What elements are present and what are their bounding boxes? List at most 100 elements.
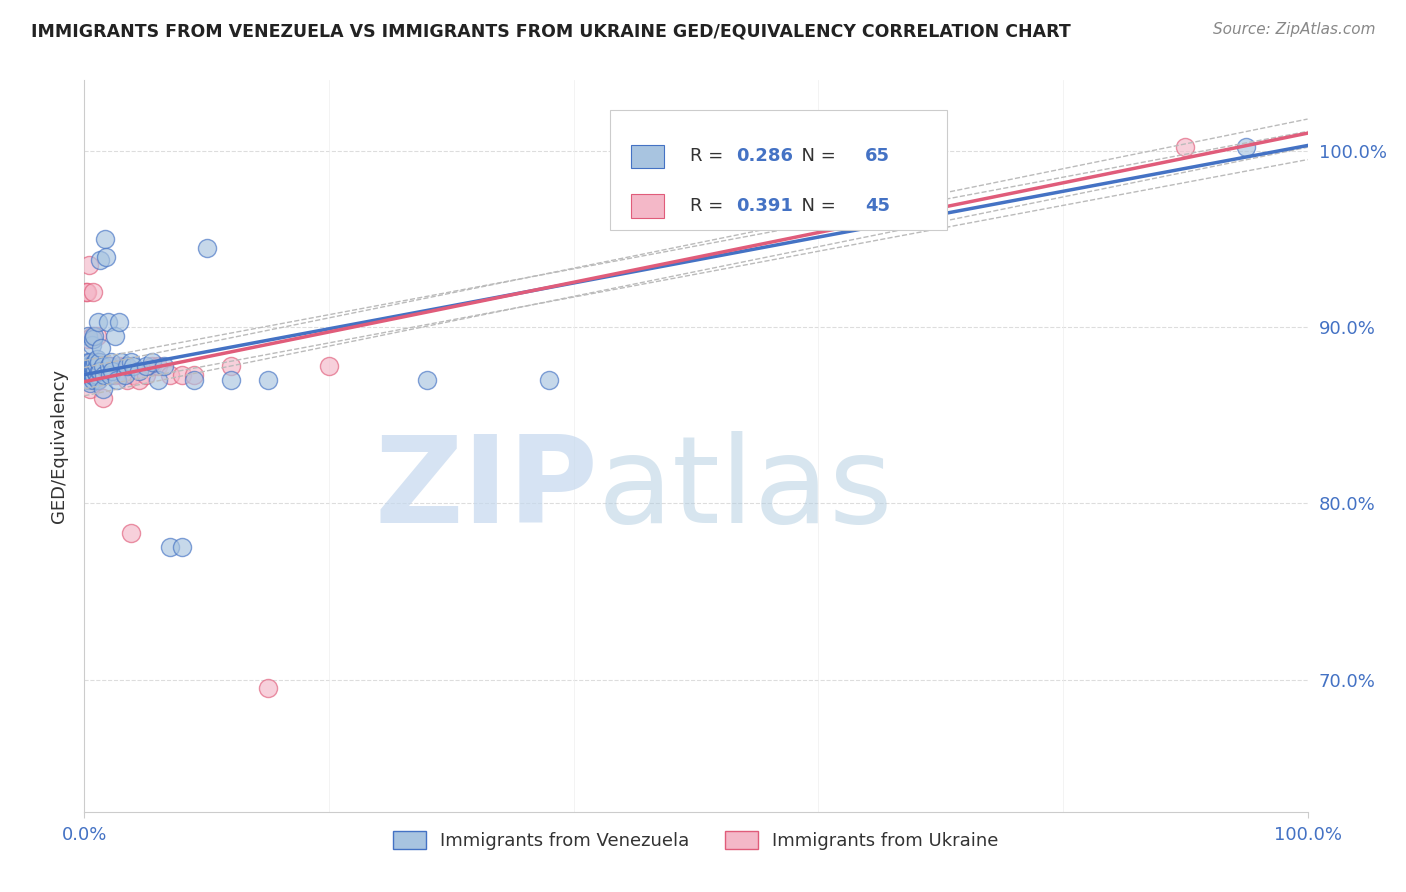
Point: [79, 364, 101, 378]
Point: [97, 315, 120, 329]
Point: [77, 359, 100, 373]
Point: [87, 355, 110, 369]
Point: [91, 382, 114, 396]
Point: [135, 368, 157, 382]
Point: [75, 359, 97, 373]
Point: [77, 355, 100, 369]
Point: [135, 359, 157, 373]
Point: [76, 359, 98, 373]
Point: [257, 681, 280, 696]
Point: [77, 368, 100, 382]
Point: [122, 359, 145, 373]
Point: [120, 526, 142, 541]
Point: [104, 368, 127, 382]
Point: [115, 359, 138, 373]
Point: [79, 355, 101, 369]
Point: [128, 373, 150, 387]
Point: [87, 373, 110, 387]
Point: [159, 368, 181, 382]
Text: 0.286: 0.286: [737, 147, 793, 165]
Point: [86, 368, 108, 382]
Point: [83, 369, 105, 384]
Point: [98, 368, 121, 382]
Point: [79, 376, 101, 391]
Point: [80, 355, 103, 369]
Point: [318, 359, 340, 373]
Point: [105, 373, 128, 387]
Point: [76, 368, 98, 382]
Point: [90, 341, 112, 355]
Point: [107, 359, 129, 373]
Point: [91, 359, 114, 373]
Point: [87, 364, 110, 378]
Point: [107, 315, 129, 329]
Point: [110, 355, 132, 369]
Point: [100, 355, 122, 369]
Text: N =: N =: [790, 197, 842, 215]
Point: [80, 329, 103, 343]
Point: [87, 373, 110, 387]
Point: [183, 368, 205, 382]
Point: [146, 373, 169, 387]
Point: [86, 359, 108, 373]
Point: [84, 364, 107, 378]
Text: IMMIGRANTS FROM VENEZUELA VS IMMIGRANTS FROM UKRAINE GED/EQUIVALENCY CORRELATION: IMMIGRANTS FROM VENEZUELA VS IMMIGRANTS …: [31, 22, 1071, 40]
Point: [77, 329, 100, 343]
Point: [76, 368, 98, 382]
Point: [183, 373, 205, 387]
Point: [416, 373, 439, 387]
Point: [159, 541, 181, 555]
Point: [86, 351, 108, 366]
Y-axis label: GED/Equivalency: GED/Equivalency: [49, 369, 67, 523]
Point: [80, 368, 103, 382]
Text: 45: 45: [865, 197, 890, 215]
Point: [89, 359, 111, 373]
Point: [100, 359, 122, 373]
Point: [97, 359, 120, 373]
Text: N =: N =: [790, 147, 842, 165]
Point: [84, 373, 107, 387]
Point: [93, 368, 115, 382]
Point: [96, 359, 118, 373]
Text: R =: R =: [690, 197, 728, 215]
Point: [97, 359, 120, 373]
Point: [115, 373, 138, 387]
Point: [172, 368, 194, 382]
Point: [141, 355, 163, 369]
FancyBboxPatch shape: [631, 194, 665, 218]
Point: [83, 359, 105, 373]
Point: [87, 355, 110, 369]
Point: [77, 373, 100, 387]
Point: [80, 359, 103, 373]
Point: [96, 250, 118, 264]
Point: [82, 285, 104, 299]
Point: [77, 373, 100, 387]
Point: [80, 337, 103, 351]
Point: [87, 315, 110, 329]
Point: [90, 368, 112, 382]
Point: [257, 373, 280, 387]
Point: [89, 253, 111, 268]
Point: [89, 364, 111, 378]
Point: [79, 359, 101, 373]
Text: atlas: atlas: [598, 432, 894, 549]
Point: [114, 368, 136, 382]
FancyBboxPatch shape: [610, 110, 946, 230]
Point: [219, 373, 242, 387]
Point: [153, 359, 176, 373]
Point: [1236, 140, 1258, 154]
Point: [141, 359, 163, 373]
Point: [146, 359, 169, 373]
Text: ZIP: ZIP: [374, 432, 598, 549]
Point: [91, 391, 114, 405]
Point: [219, 359, 242, 373]
Point: [79, 382, 101, 396]
Legend: Immigrants from Venezuela, Immigrants from Ukraine: Immigrants from Venezuela, Immigrants fr…: [385, 823, 1007, 857]
Point: [128, 364, 150, 378]
Point: [94, 232, 117, 246]
Text: Source: ZipAtlas.com: Source: ZipAtlas.com: [1212, 22, 1375, 37]
Point: [120, 355, 142, 369]
Point: [77, 359, 100, 373]
Point: [538, 373, 561, 387]
Point: [77, 332, 100, 346]
